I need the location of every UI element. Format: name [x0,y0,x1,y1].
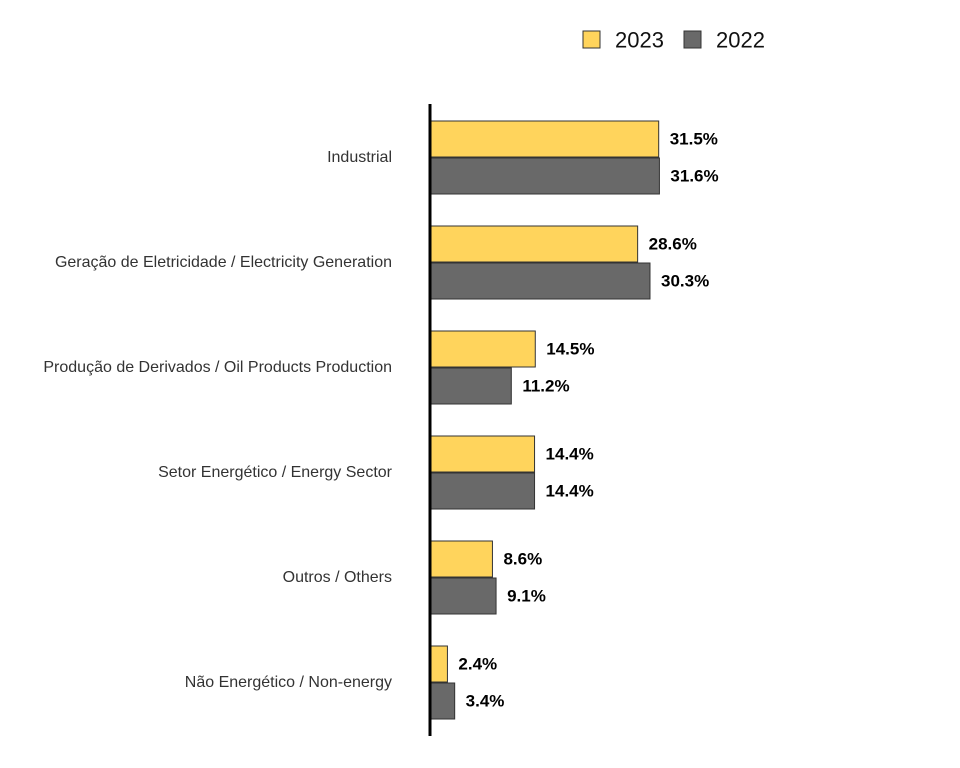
bar-2023-4 [429,540,493,578]
bar-2023-5 [429,645,448,683]
legend-label-2023: 2023 [615,28,664,53]
value-label: 3.4% [466,692,505,711]
value-label: 28.6% [649,235,697,254]
bar-2022-5 [429,682,456,720]
value-label: 11.2% [522,377,569,396]
value-label: 31.5% [670,130,718,149]
bar-2023-1 [429,225,639,263]
value-label: 31.6% [670,167,718,186]
value-label: 8.6% [503,550,542,569]
legend-swatch-2023 [582,30,601,49]
category-label: Industrial [327,149,392,166]
bar-2022-1 [429,262,651,300]
legend: 2023 2022 [582,28,765,53]
category-label: Não Energético / Non-energy [185,674,392,691]
value-label: 30.3% [661,272,709,291]
category-label: Setor Energético / Energy Sector [158,464,393,481]
bar-2022-3 [429,472,536,510]
value-label: 9.1% [507,587,546,606]
bar-2023-0 [429,120,660,158]
value-labels: 31.5% 31.6% 28.6% 30.3% 14.5% 11.2% 14.4% 14.4%… [458,130,718,711]
category-label: Produção de Derivados / Oil Products Pro… [43,359,392,376]
category-labels: Industrial Geração de Eletricidade / Elec… [43,149,392,691]
category-label: Outros / Others [283,569,392,586]
legend-label-2022: 2022 [716,28,765,53]
category-label: Geração de Eletricidade / Electricity Ge… [55,254,392,271]
bar-2023-2 [429,330,536,368]
legend-swatch-2022 [683,30,702,49]
bar-2022-2 [429,367,512,405]
value-label: 14.4% [546,482,594,501]
bars-group [429,120,660,720]
value-label: 14.5% [546,340,594,359]
bar-2022-4 [429,577,497,615]
bar-2022-0 [429,157,660,195]
value-label: 14.4% [546,445,594,464]
bar-2023-3 [429,435,536,473]
value-label: 2.4% [458,655,497,674]
